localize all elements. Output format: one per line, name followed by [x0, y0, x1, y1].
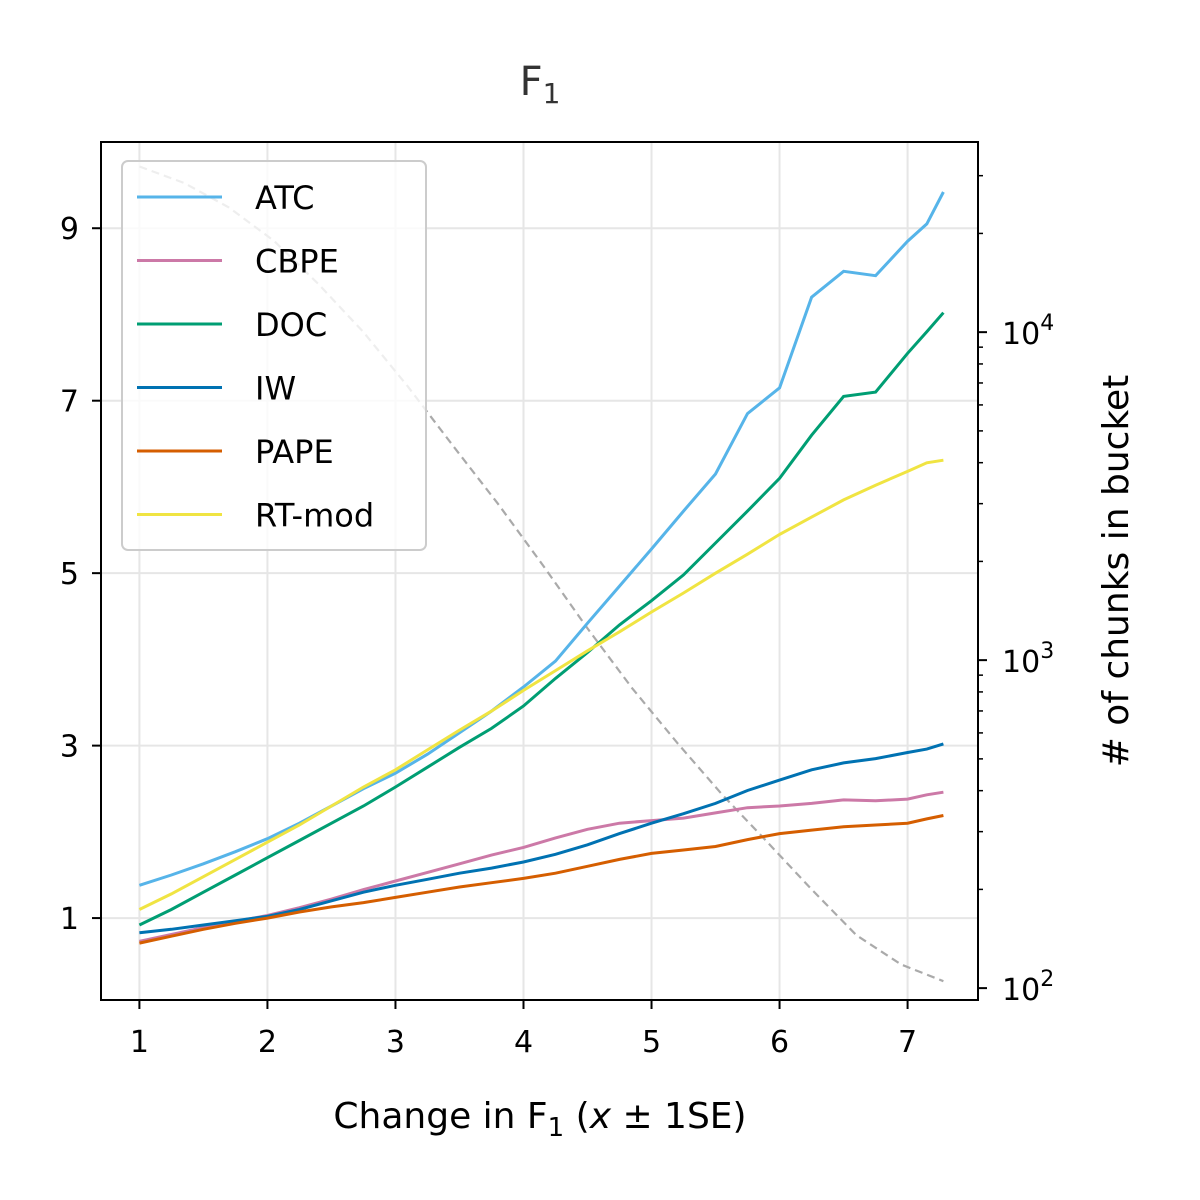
count-layer — [139, 165, 944, 983]
series-line-pape — [139, 814, 944, 945]
legend-label-pape: PAPE — [255, 433, 334, 471]
x-tick-label: 2 — [258, 1025, 277, 1060]
legend-box — [121, 160, 427, 551]
x-tick-label: 3 — [386, 1025, 405, 1060]
x-axis-label: Change in F1 (x ± 1SE) — [333, 1096, 746, 1143]
x-tick-label: 7 — [898, 1025, 917, 1060]
legend: ATC CBPE DOC IW PAPE RT-mod — [121, 160, 427, 551]
x-tick-label: 4 — [514, 1025, 533, 1060]
legend-label-atc: ATC — [255, 179, 314, 217]
legend-label-rt-mod: RT-mod — [255, 497, 374, 535]
y-axis-left: 1 3 5 7 9 — [60, 212, 101, 937]
y-tick-label: 9 — [60, 212, 79, 247]
series-line-rt-mod — [138, 458, 944, 911]
y-tick-label: 1 — [60, 902, 79, 937]
legend-label-iw: IW — [255, 370, 296, 408]
y2-tick-label: 102 — [1002, 967, 1054, 1008]
x-tick-label: 1 — [130, 1025, 149, 1060]
y-tick-label: 5 — [60, 557, 79, 592]
y-tick-label: 3 — [60, 730, 79, 765]
y2-axis-label: # of chunks in bucket — [1096, 375, 1137, 768]
y2-tick-label: 103 — [1002, 639, 1054, 680]
x-tick-label: 5 — [642, 1025, 661, 1060]
plot-frame — [100, 141, 979, 1001]
y-tick-label: 7 — [60, 385, 79, 420]
series-line-iw — [139, 742, 944, 935]
legend-label-cbpe: CBPE — [255, 243, 339, 281]
y2-tick-label: 104 — [1002, 311, 1054, 352]
chart-title: F1 — [520, 59, 561, 110]
series-line-atc — [138, 191, 945, 887]
series-line-doc — [138, 311, 945, 927]
series-layer — [138, 191, 945, 945]
count-line — [139, 165, 944, 983]
x-tick-label: 6 — [770, 1025, 789, 1060]
legend-label-doc: DOC — [255, 306, 327, 344]
y-axis-right: 102 103 104 — [978, 174, 1054, 1008]
x-axis: 1 2 3 4 5 6 7 — [130, 1000, 917, 1060]
